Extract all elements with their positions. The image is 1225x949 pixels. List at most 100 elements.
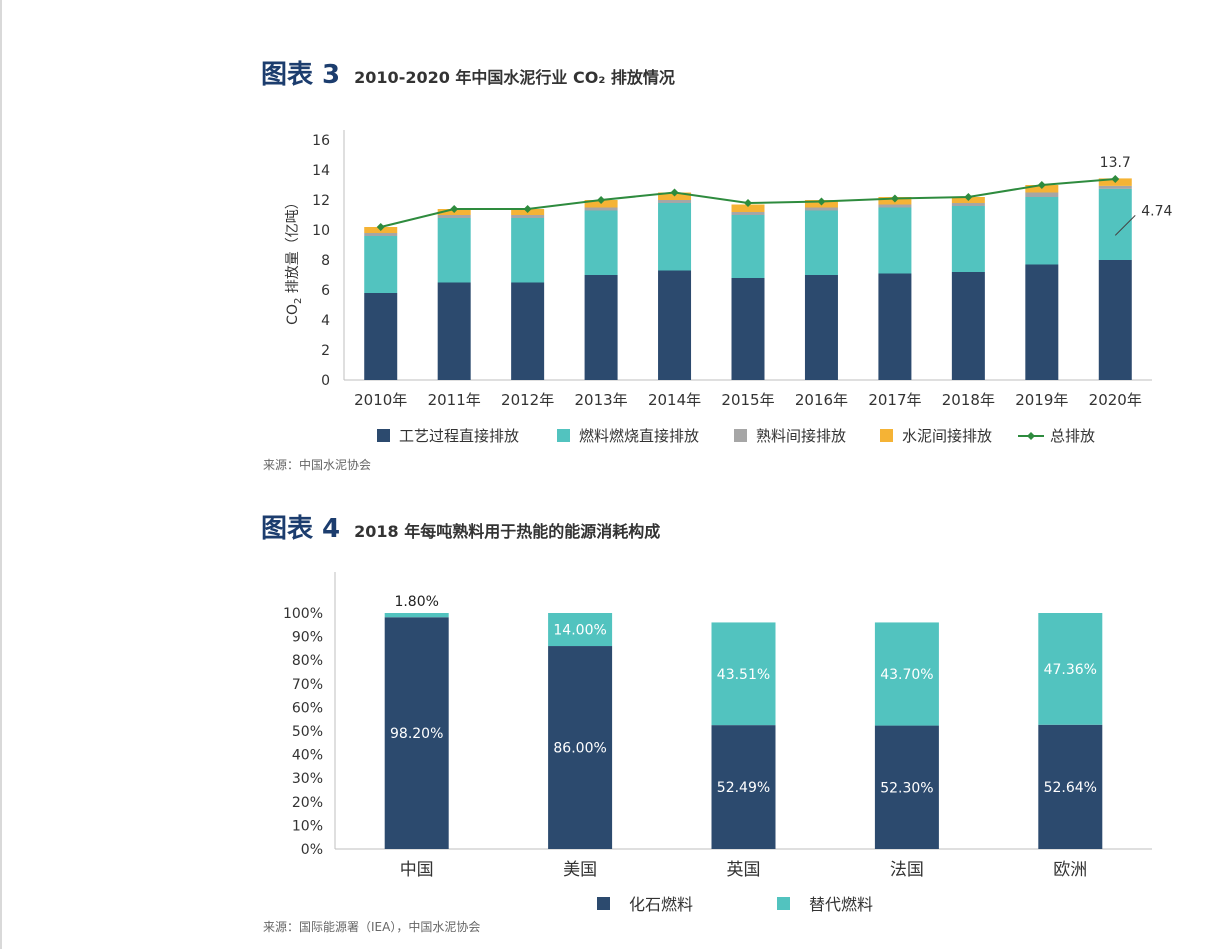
fig4-bar-2 [548, 613, 613, 647]
fig3-bar-3 [511, 215, 545, 218]
fig3-bar-3 [731, 212, 765, 215]
fig3-total-marker [450, 205, 459, 213]
fig3-bar-2 [437, 218, 471, 283]
fig3-x-tick-label: 2015年 [721, 391, 774, 409]
fig3-bar-3 [804, 207, 838, 211]
fig4-y-tick-label: 40% [292, 748, 323, 764]
fig3-annotation-total: 13.7 [1100, 155, 1131, 171]
fig4-y-tick-label: 100% [283, 606, 323, 622]
fig3-legend-marker [1027, 432, 1035, 440]
fig3-bar-2 [584, 210, 618, 275]
fig3-bar-2 [364, 236, 398, 293]
fig3-x-tick-label: 2016年 [795, 391, 848, 409]
fig3-bar-1 [437, 282, 471, 380]
fig3-x-tick-label: 2013年 [574, 391, 627, 409]
fig3-y-tick-label: 16 [312, 133, 330, 149]
fig4-data-label: 43.51% [717, 667, 770, 683]
fig3-y-tick-label: 6 [321, 283, 330, 299]
fig3-bar-1 [731, 278, 765, 380]
fig3-legend-swatch [557, 429, 570, 442]
fig4-data-label: 14.00% [553, 623, 606, 639]
fig3-total-marker [1111, 175, 1120, 183]
fig4-legend-label: 化石燃料 [629, 895, 693, 914]
fig4-bar-1 [548, 646, 613, 849]
fig4-bar-1 [874, 725, 939, 849]
fig4-y-tick-label: 30% [292, 771, 323, 787]
fig3-legend-label: 工艺过程直接排放 [399, 427, 519, 445]
fig4-data-label: 86.00% [553, 741, 606, 757]
fig3-legend-swatch [377, 429, 390, 442]
fig3-total-marker [744, 199, 752, 207]
fig4-legend-swatch [597, 897, 610, 910]
fig3-bar-3 [364, 233, 398, 236]
fig3-total-marker [376, 223, 385, 231]
fig3-legend-swatch [734, 429, 747, 442]
figure4-number: 图表 4 [261, 514, 341, 544]
fig3-bar-2 [1025, 197, 1059, 265]
fig4-bar-1 [1038, 724, 1103, 849]
figure4-title: 图表 4 2018 年每吨熟料用于热能的能源消耗构成 [261, 508, 660, 545]
fig3-total-marker [1037, 181, 1046, 189]
fig4-legend-label: 替代燃料 [809, 895, 873, 914]
fig3-x-tick-label: 2011年 [428, 391, 481, 409]
fig4-y-tick-label: 0% [301, 842, 323, 858]
fig3-bar-3 [878, 204, 912, 208]
fig3-y-tick-label: 12 [312, 193, 330, 209]
fig3-legend-label: 总排放 [1050, 427, 1095, 445]
fig3-y-axis-label: CO2 排放量（亿吨） [285, 195, 304, 325]
fig3-y-tick-label: 4 [321, 313, 330, 329]
fig4-data-label: 98.20% [390, 726, 443, 742]
fig3-legend-label: 水泥间接排放 [902, 427, 992, 445]
fig3-bar-1 [878, 273, 912, 380]
fig4-x-tick-label: 中国 [400, 860, 434, 880]
fig3-total-marker [523, 205, 532, 213]
fig3-bar-3 [951, 203, 985, 206]
fig3-bar-2 [658, 203, 692, 271]
fig4-data-label: 52.49% [717, 780, 770, 796]
fig4-y-tick-label: 10% [292, 818, 323, 834]
fig3-bar-2 [511, 218, 545, 283]
figure3-title: 图表 3 2010-2020 年中国水泥行业 CO₂ 排放情况 [261, 54, 675, 91]
fig4-data-label: 43.70% [880, 667, 933, 683]
fig3-legend-label: 熟料间接排放 [756, 427, 846, 445]
fig4-bar-2 [384, 613, 449, 618]
fig4-bar-1 [711, 725, 776, 849]
fig3-total-marker [597, 196, 606, 204]
fig3-bar-3 [1098, 185, 1132, 189]
fig3-bar-1 [804, 275, 838, 380]
figure3-source: 来源：中国水泥协会 [263, 458, 372, 472]
fig4-x-tick-label: 法国 [890, 860, 924, 880]
fig3-legend-label: 燃料燃烧直接排放 [579, 427, 699, 445]
fig3-y-tick-label: 0 [321, 373, 330, 389]
fig3-annotation-fuel: 4.74 [1141, 203, 1172, 219]
fig3-bar-2 [804, 210, 838, 275]
fig3-y-tick-label: 2 [321, 343, 330, 359]
fig4-y-tick-label: 60% [292, 700, 323, 716]
fig3-x-tick-label: 2012年 [501, 391, 554, 409]
figure4-source: 来源：国际能源署（IEA），中国水泥协会 [263, 920, 481, 934]
fig3-bar-1 [584, 275, 618, 380]
fig3-total-marker [817, 197, 826, 206]
fig4-x-tick-label: 美国 [563, 860, 597, 880]
fig4-x-tick-label: 欧洲 [1053, 860, 1087, 880]
fig3-bar-4 [731, 204, 765, 212]
fig3-y-tick-label: 14 [312, 163, 330, 179]
fig3-x-tick-label: 2019年 [1015, 391, 1068, 409]
fig3-bar-2 [878, 207, 912, 274]
fig3-x-tick-label: 2018年 [942, 391, 995, 409]
fig3-total-marker [670, 188, 679, 197]
fig3-y-tick-label: 10 [312, 223, 330, 239]
fig3-bar-1 [951, 272, 985, 380]
fig4-y-tick-label: 20% [292, 795, 323, 811]
fig4-y-tick-label: 50% [292, 724, 323, 740]
fig4-legend-swatch [777, 897, 790, 910]
fig3-x-tick-label: 2014年 [648, 391, 701, 409]
fig3-total-marker [890, 194, 899, 203]
fig3-total-marker [964, 193, 973, 201]
fig4-data-label: 52.64% [1044, 780, 1097, 796]
fig4-data-label: 52.30% [880, 780, 933, 796]
fig3-x-tick-label: 2017年 [868, 391, 921, 409]
fig3-bar-1 [1098, 260, 1132, 380]
fig3-bar-1 [1025, 264, 1059, 380]
fig3-bar-3 [584, 207, 618, 211]
